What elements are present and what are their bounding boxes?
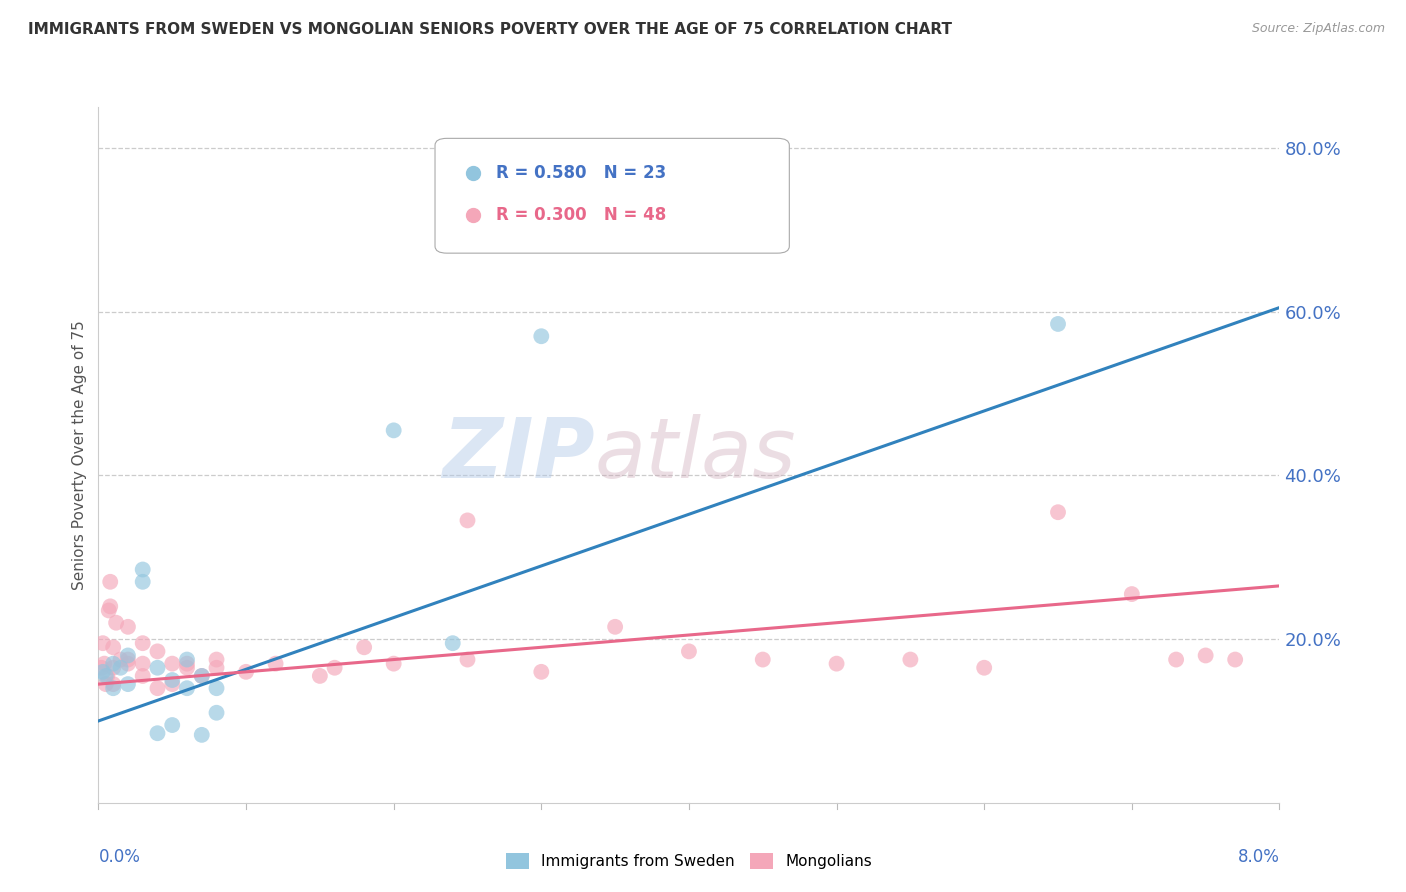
- Point: [825, 657, 848, 671]
- Point: [146, 644, 169, 658]
- Point: [93, 657, 115, 671]
- Point: [751, 652, 773, 666]
- Point: [94, 669, 117, 683]
- Point: [382, 423, 405, 437]
- Point: [146, 681, 169, 696]
- Point: [97, 603, 120, 617]
- Point: [132, 669, 155, 683]
- Point: [91, 636, 114, 650]
- Text: R = 0.580   N = 23: R = 0.580 N = 23: [496, 164, 666, 182]
- Point: [103, 657, 125, 671]
- Point: [205, 661, 228, 675]
- Point: [530, 329, 553, 343]
- Point: [94, 677, 117, 691]
- Point: [117, 652, 139, 666]
- Point: [1223, 652, 1246, 666]
- Point: [205, 681, 228, 696]
- Point: [456, 513, 478, 527]
- Point: [146, 726, 169, 740]
- Point: [191, 728, 214, 742]
- Point: [900, 652, 922, 666]
- Point: [103, 661, 125, 675]
- Point: [456, 652, 478, 666]
- Point: [176, 681, 198, 696]
- Point: [176, 652, 198, 666]
- Point: [162, 657, 183, 671]
- Text: R = 0.300   N = 48: R = 0.300 N = 48: [496, 206, 666, 224]
- Point: [162, 718, 183, 732]
- Point: [1121, 587, 1143, 601]
- Point: [132, 574, 155, 589]
- Point: [105, 615, 128, 630]
- Text: IMMIGRANTS FROM SWEDEN VS MONGOLIAN SENIORS POVERTY OVER THE AGE OF 75 CORRELATI: IMMIGRANTS FROM SWEDEN VS MONGOLIAN SENI…: [28, 22, 952, 37]
- Point: [117, 657, 139, 671]
- Point: [205, 706, 228, 720]
- Text: ZIP: ZIP: [441, 415, 595, 495]
- Text: 8.0%: 8.0%: [1237, 847, 1279, 866]
- Point: [110, 652, 132, 666]
- Text: Source: ZipAtlas.com: Source: ZipAtlas.com: [1251, 22, 1385, 36]
- Point: [205, 652, 228, 666]
- Point: [308, 669, 332, 683]
- Point: [132, 636, 155, 650]
- Point: [678, 644, 700, 658]
- Point: [96, 669, 118, 683]
- Point: [191, 669, 214, 683]
- Point: [235, 665, 257, 679]
- Point: [1164, 652, 1187, 666]
- Point: [176, 661, 198, 675]
- Point: [353, 640, 375, 655]
- Point: [323, 661, 346, 675]
- Point: [90, 661, 112, 675]
- Point: [132, 657, 155, 671]
- Point: [1046, 505, 1069, 519]
- Point: [973, 661, 995, 675]
- Point: [1046, 317, 1069, 331]
- Point: [605, 620, 627, 634]
- Point: [117, 648, 139, 663]
- Point: [441, 636, 464, 650]
- Point: [132, 562, 155, 576]
- Point: [103, 681, 125, 696]
- Point: [103, 640, 125, 655]
- Point: [146, 661, 169, 675]
- Point: [117, 677, 139, 691]
- Point: [103, 677, 125, 691]
- Text: atlas: atlas: [595, 415, 796, 495]
- Point: [191, 669, 214, 683]
- Point: [176, 657, 198, 671]
- Text: 0.0%: 0.0%: [98, 847, 141, 866]
- Point: [91, 665, 114, 679]
- Legend: Immigrants from Sweden, Mongolians: Immigrants from Sweden, Mongolians: [501, 847, 877, 875]
- Point: [530, 665, 553, 679]
- FancyBboxPatch shape: [434, 138, 789, 253]
- Point: [98, 574, 121, 589]
- Y-axis label: Seniors Poverty Over the Age of 75: Seniors Poverty Over the Age of 75: [72, 320, 87, 590]
- Point: [117, 620, 139, 634]
- Point: [162, 677, 183, 691]
- Point: [264, 657, 287, 671]
- Point: [382, 657, 405, 671]
- Point: [98, 599, 121, 614]
- Point: [162, 673, 183, 687]
- Point: [1194, 648, 1216, 663]
- Point: [110, 661, 132, 675]
